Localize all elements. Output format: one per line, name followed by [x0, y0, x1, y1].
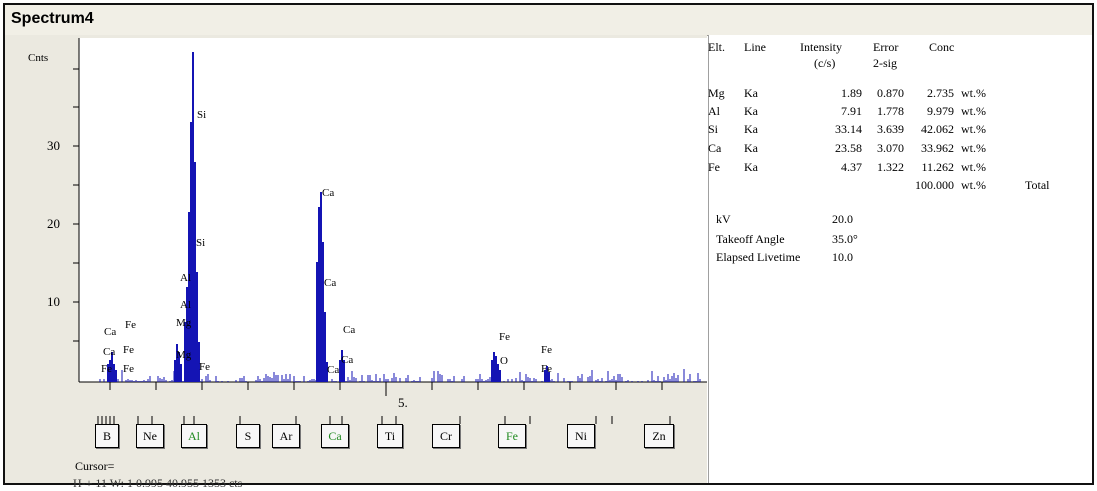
y-ticks	[73, 68, 79, 342]
row-elt: Al	[708, 104, 720, 118]
row-intensity: 1.89	[841, 86, 862, 100]
param-value-kv: 20.0	[832, 212, 853, 226]
peak-label: Si	[196, 237, 205, 249]
element-button-ne[interactable]: Ne	[136, 424, 164, 448]
element-button-s[interactable]: S	[236, 424, 260, 448]
peak-label: Fe	[199, 361, 210, 373]
cursor-readout: Cursor=	[75, 459, 115, 473]
element-button-fe[interactable]: Fe	[498, 424, 526, 448]
header-error: Error	[873, 40, 899, 54]
row-error: 1.778	[877, 104, 904, 118]
row-line: Ka	[744, 160, 758, 174]
row-line: Ka	[744, 122, 758, 136]
row-conc: 33.962	[921, 141, 954, 155]
peak-label: Mg	[176, 317, 192, 329]
row-unit: wt.%	[961, 86, 986, 100]
plot-area	[79, 38, 707, 382]
marker-ticks	[97, 416, 671, 424]
header-conc: Conc	[929, 40, 955, 54]
header-intensity-unit: (c/s)	[814, 56, 836, 70]
element-button-ti[interactable]: Ti	[377, 424, 403, 448]
row-error: 3.070	[877, 141, 904, 155]
row-conc: 42.062	[921, 122, 954, 136]
results-panel	[708, 35, 1092, 483]
row-elt: Mg	[708, 86, 725, 100]
row-elt: Fe	[708, 160, 720, 174]
row-unit: wt.%	[961, 160, 986, 174]
peak-label: Fe	[125, 319, 136, 331]
peak-labels: SiSiCaCaCaCaCaAlAlMgMgCaCaFeFeFeFeOFeFeF…	[101, 109, 552, 376]
param-label-kv: kV	[716, 212, 731, 226]
row-elt: Si	[708, 122, 719, 136]
header-line: Line	[744, 40, 766, 54]
window-title: Spectrum4	[11, 10, 94, 27]
param-label-takeoff: Takeoff Angle	[716, 232, 785, 246]
y-axis-label: Cnts	[28, 52, 49, 64]
row-unit: wt.%	[961, 104, 986, 118]
row-conc: 9.979	[927, 104, 954, 118]
row-line: Ka	[744, 141, 758, 155]
total-conc: 100.000	[915, 178, 954, 192]
element-button-b[interactable]: B	[95, 424, 119, 448]
row-error: 1.322	[877, 160, 904, 174]
param-value-takeoff: 35.0°	[832, 232, 858, 246]
peak-label: Fe	[123, 344, 134, 356]
row-intensity: 33.14	[835, 122, 862, 136]
row-intensity: 7.91	[841, 104, 862, 118]
x-tick-label: 5.	[398, 395, 408, 410]
peak-label: Ca	[103, 346, 115, 358]
title-bar: Spectrum4	[5, 5, 1092, 36]
row-conc: 2.735	[927, 86, 954, 100]
y-tick-label: 20	[47, 216, 60, 231]
element-button-cr[interactable]: Cr	[432, 424, 460, 448]
y-tick-label: 10	[47, 294, 60, 309]
peak-label: Fe	[123, 363, 134, 375]
x-ticks	[109, 382, 663, 396]
row-unit: wt.%	[961, 122, 986, 136]
peak-label: Fe	[499, 331, 510, 343]
param-label-livetime: Elapsed Livetime	[716, 250, 801, 264]
y-tick-label: 30	[47, 138, 60, 153]
row-elt: Ca	[708, 141, 722, 155]
peak-label: Ca	[341, 354, 353, 366]
peak-label: Fe	[541, 363, 552, 375]
peak-label: Ca	[322, 187, 334, 199]
header-intensity: Intensity	[800, 40, 842, 54]
row-error: 0.870	[877, 86, 904, 100]
total-unit: wt.%	[961, 178, 986, 192]
total-label: Total	[1025, 178, 1050, 192]
element-button-al[interactable]: Al	[181, 424, 207, 448]
element-button-ca[interactable]: Ca	[321, 424, 349, 448]
spectrum-peaks	[107, 52, 550, 382]
row-line: Ka	[744, 86, 758, 100]
element-button-ni[interactable]: Ni	[567, 424, 595, 448]
peak-label: Al	[180, 272, 191, 284]
header-elt: Elt.	[708, 40, 725, 54]
peak-label: Ca	[104, 326, 116, 338]
row-intensity: 23.58	[835, 141, 862, 155]
peak-label: Ca	[327, 364, 339, 376]
param-value-livetime: 10.0	[832, 250, 853, 264]
peak-label: Ca	[324, 277, 336, 289]
row-intensity: 4.37	[841, 160, 862, 174]
peak-label: Si	[197, 109, 206, 121]
element-button-zn[interactable]: Zn	[644, 424, 674, 448]
row-unit: wt.%	[961, 141, 986, 155]
peak-label: Ca	[343, 324, 355, 336]
peak-label: Fe	[101, 363, 112, 375]
row-error: 3.639	[877, 122, 904, 136]
peak-label: Mg	[176, 349, 192, 361]
row-conc: 11.262	[921, 160, 954, 174]
element-button-ar[interactable]: Ar	[272, 424, 300, 448]
row-line: Ka	[744, 104, 758, 118]
peak-label: Fe	[541, 344, 552, 356]
peak-label: Al	[180, 299, 191, 311]
peak-label: O	[500, 355, 508, 367]
header-error-unit: 2-sig	[873, 56, 897, 70]
window-readout: H-+ 11 W: 1 0.995 40.955 1353 cts	[73, 476, 243, 490]
